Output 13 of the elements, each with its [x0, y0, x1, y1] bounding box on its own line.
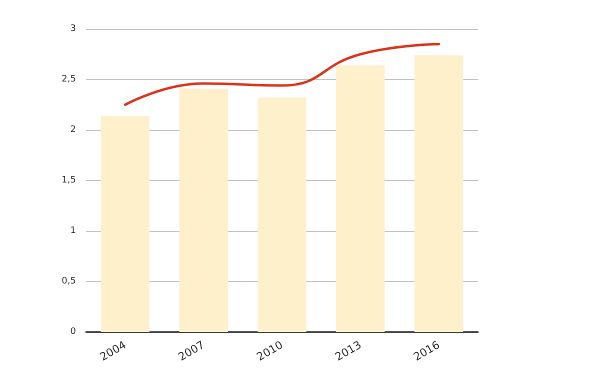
y-tick-label: 3 [70, 24, 76, 34]
y-tick-label: 2,5 [62, 74, 76, 84]
bar [336, 65, 385, 332]
bar [100, 116, 150, 332]
y-tick-label: 1 [70, 226, 76, 236]
line-series [124, 42, 440, 106]
y-tick-label: 0 [70, 327, 76, 337]
y-tick-label: 2 [70, 125, 76, 135]
y-tick-label: 0,5 [62, 276, 76, 286]
y-tick-label: 1,5 [62, 176, 76, 186]
bar [258, 98, 306, 332]
bar [179, 88, 228, 332]
bar [414, 55, 464, 332]
